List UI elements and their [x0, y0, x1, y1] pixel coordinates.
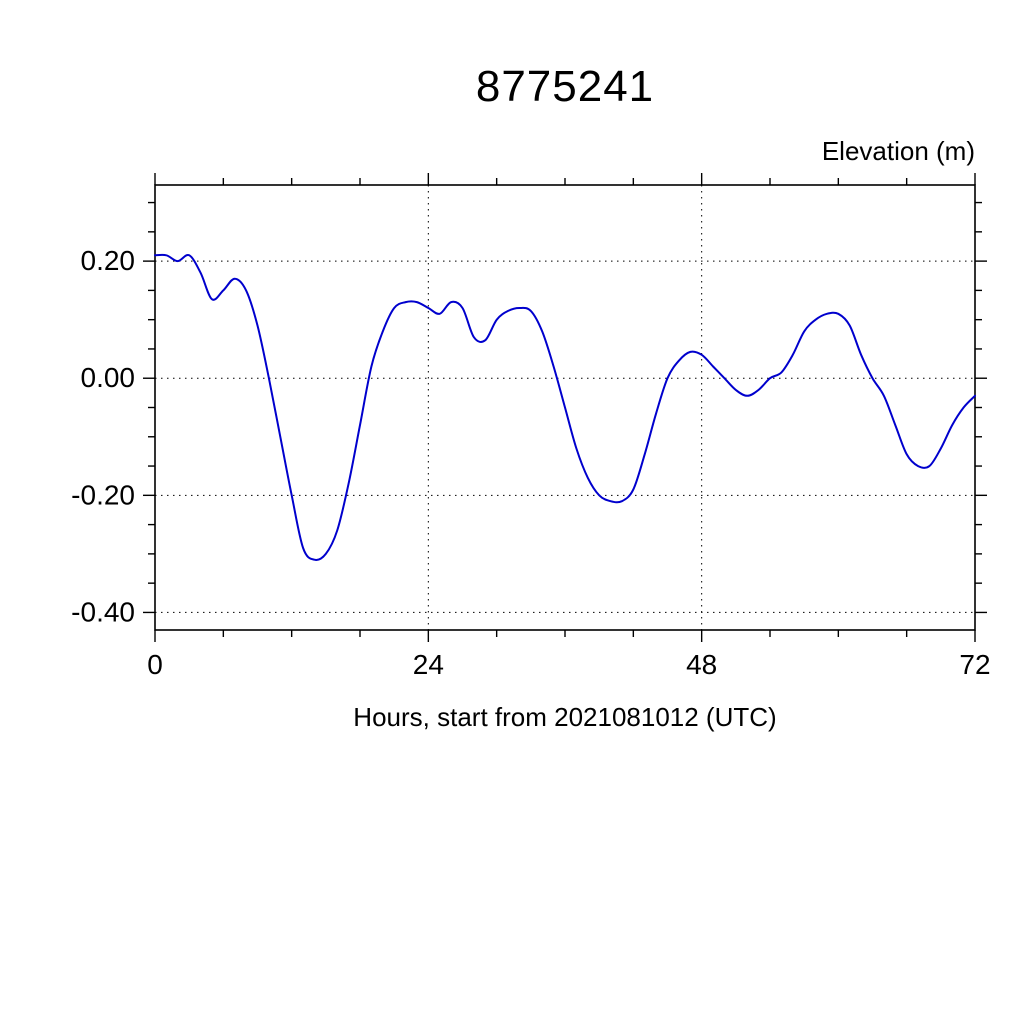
x-tick-label: 0 — [147, 649, 163, 680]
y-tick-label: -0.40 — [71, 596, 135, 627]
y-axis-title: Elevation (m) — [821, 136, 975, 166]
x-tick-label: 24 — [413, 649, 444, 680]
chart-title: 8775241 — [475, 62, 655, 111]
x-axis-title: Hours, start from 2021081012 (UTC) — [353, 702, 777, 732]
x-tick-label: 48 — [686, 649, 717, 680]
y-tick-label: -0.20 — [71, 479, 135, 510]
y-tick-label: 0.20 — [81, 245, 136, 276]
plot-frame — [154, 184, 976, 631]
x-tick-label: 72 — [959, 649, 990, 680]
elevation-series-line — [154, 253, 976, 561]
y-tick-label: 0.00 — [81, 362, 136, 393]
